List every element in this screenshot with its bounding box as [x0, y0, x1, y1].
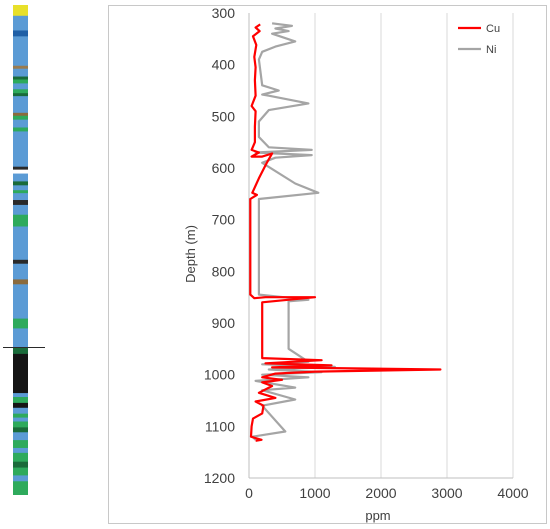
x-tick-label: 3000: [431, 485, 462, 501]
x-tick-label: 2000: [365, 485, 396, 501]
log-segment-33: [13, 328, 28, 349]
log-segment-27: [13, 226, 28, 261]
chart-frame: 0 1000 2000 3000 4000 300 400 500 600 700 800 900 10…: [108, 5, 547, 524]
log-segment-44: [13, 432, 28, 441]
log-segment-15: [13, 127, 28, 132]
log-segment-9: [13, 89, 28, 94]
log-segment-25: [13, 204, 28, 216]
log-segment-36: [13, 393, 28, 398]
y-tick-label: 300: [212, 6, 236, 21]
log-segment-35: [13, 353, 28, 394]
log-segment-10: [13, 93, 28, 97]
x-tick-label: 1000: [299, 485, 330, 501]
log-segment-32: [13, 318, 28, 329]
log-segment-17: [13, 166, 28, 171]
log-segment-12: [13, 112, 28, 117]
series-line-ni: [251, 22, 336, 441]
log-segment-49: [13, 467, 28, 476]
log-segment-40: [13, 413, 28, 419]
log-segment-8: [13, 83, 28, 90]
legend-label-ni: Ni: [486, 44, 496, 56]
log-segment-4: [13, 65, 28, 70]
log-segment-19: [13, 173, 28, 182]
log-segment-30: [13, 279, 28, 285]
y-tick-label: 1100: [205, 418, 235, 434]
log-segment-5: [13, 68, 28, 78]
log-segment-45: [13, 440, 28, 449]
log-segment-23: [13, 193, 28, 201]
log-segment-38: [13, 402, 28, 409]
log-segment-39: [13, 407, 28, 415]
grid-layer: [248, 13, 514, 479]
series-layer: [249, 22, 442, 442]
y-tick-label: 500: [212, 108, 236, 124]
lithology-log-column: [13, 5, 28, 495]
log-segment-13: [13, 115, 28, 121]
y-tick-label: 900: [212, 315, 236, 331]
log-segment-37: [13, 397, 28, 404]
log-segment-51: [13, 481, 28, 495]
log-segment-29: [13, 263, 28, 280]
log-segment-18: [13, 169, 28, 175]
y-tick-label: 800: [212, 263, 236, 279]
log-segment-34: [13, 348, 28, 355]
log-segment-2: [13, 30, 28, 37]
legend-label-cu: Cu: [486, 23, 500, 35]
log-segment-43: [13, 427, 28, 433]
chart-legend: Cu Ni: [458, 23, 500, 56]
log-segment-31: [13, 284, 28, 320]
log-segment-28: [13, 259, 28, 265]
log-segment-7: [13, 79, 28, 84]
series-line-cu: [249, 23, 442, 442]
log-segment-16: [13, 131, 28, 168]
log-segment-48: [13, 461, 28, 469]
log-segment-24: [13, 200, 28, 206]
log-segment-1: [13, 15, 28, 31]
x-axis-title: ppm: [365, 508, 390, 523]
log-segment-21: [13, 185, 28, 191]
log-segment-22: [13, 190, 28, 194]
log-segment-47: [13, 452, 28, 463]
y-tick-label: 1200: [204, 470, 235, 486]
x-tick-label: 4000: [497, 485, 528, 501]
log-segment-42: [13, 421, 28, 428]
log-depth-marker-line: [3, 347, 45, 348]
log-segment-3: [13, 36, 28, 67]
y-tick-label: 600: [212, 160, 236, 176]
y-tick-label: 700: [212, 212, 236, 228]
y-tick-label: 1000: [204, 367, 235, 383]
x-tick-label: 0: [245, 485, 253, 501]
log-segment-26: [13, 214, 28, 227]
log-segment-11: [13, 96, 28, 114]
log-segment-50: [13, 475, 28, 482]
log-segment-0: [13, 5, 28, 17]
tick-label-layer: 0 1000 2000 3000 4000 300 400 500 600 700 800 900 10…: [204, 6, 529, 501]
log-segment-41: [13, 417, 28, 422]
log-segment-46: [13, 447, 28, 454]
log-segment-20: [13, 181, 28, 186]
y-axis-title: Depth (m): [183, 225, 198, 283]
log-segment-6: [13, 76, 28, 80]
log-segment-14: [13, 119, 28, 128]
y-tick-label: 400: [212, 57, 236, 73]
depth-profile-chart: 0 1000 2000 3000 4000 300 400 500 600 700 800 900 10…: [183, 6, 529, 523]
